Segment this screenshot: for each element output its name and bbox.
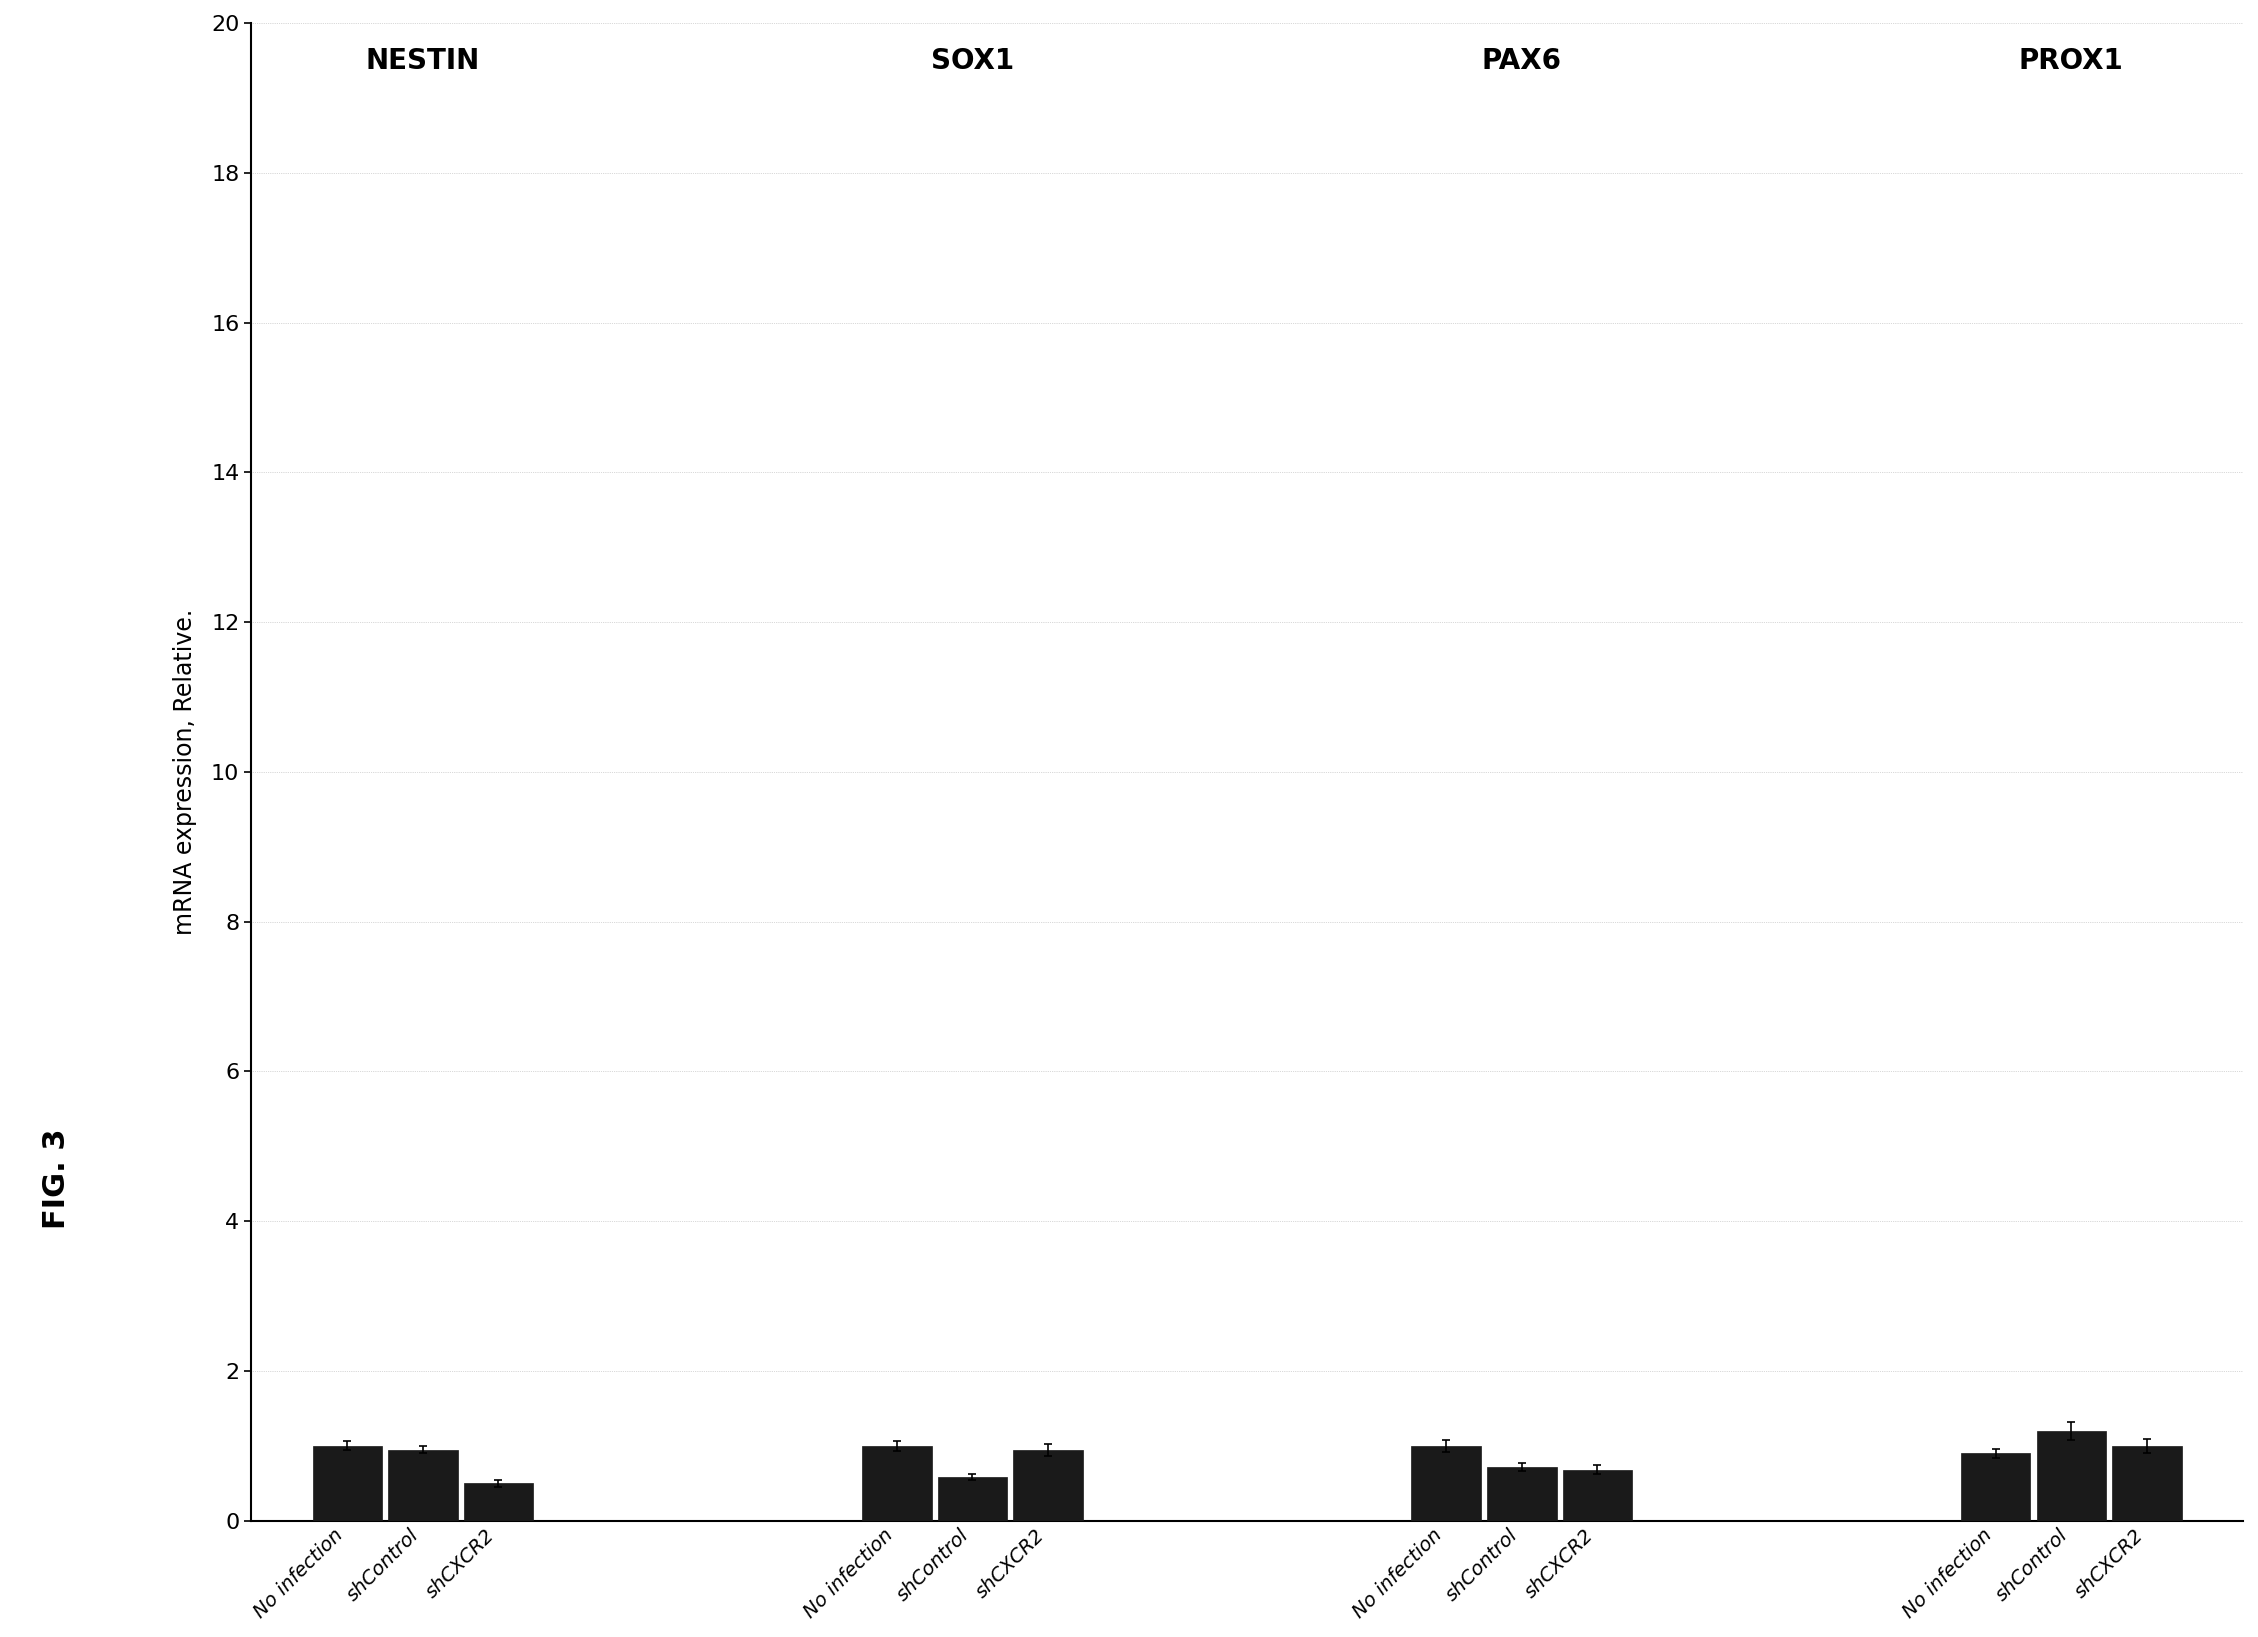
Bar bbox=[2037, 1431, 2107, 1521]
Bar bbox=[2111, 1445, 2181, 1521]
Bar bbox=[312, 1445, 382, 1521]
Bar bbox=[1960, 1454, 2030, 1521]
Text: SOX1: SOX1 bbox=[930, 47, 1014, 75]
Bar bbox=[1014, 1450, 1082, 1521]
Text: NESTIN: NESTIN bbox=[366, 47, 481, 75]
Text: FIG. 3: FIG. 3 bbox=[43, 1128, 70, 1229]
Bar bbox=[863, 1445, 933, 1521]
Bar bbox=[463, 1483, 533, 1521]
Text: PROX1: PROX1 bbox=[2019, 47, 2125, 75]
Text: PAX6: PAX6 bbox=[1481, 47, 1563, 75]
Bar bbox=[388, 1450, 458, 1521]
Bar bbox=[937, 1477, 1007, 1521]
Bar bbox=[1488, 1467, 1556, 1521]
Y-axis label: mRNA expression, Relative.: mRNA expression, Relative. bbox=[174, 609, 196, 935]
Bar bbox=[1411, 1445, 1481, 1521]
Bar bbox=[1563, 1470, 1633, 1521]
